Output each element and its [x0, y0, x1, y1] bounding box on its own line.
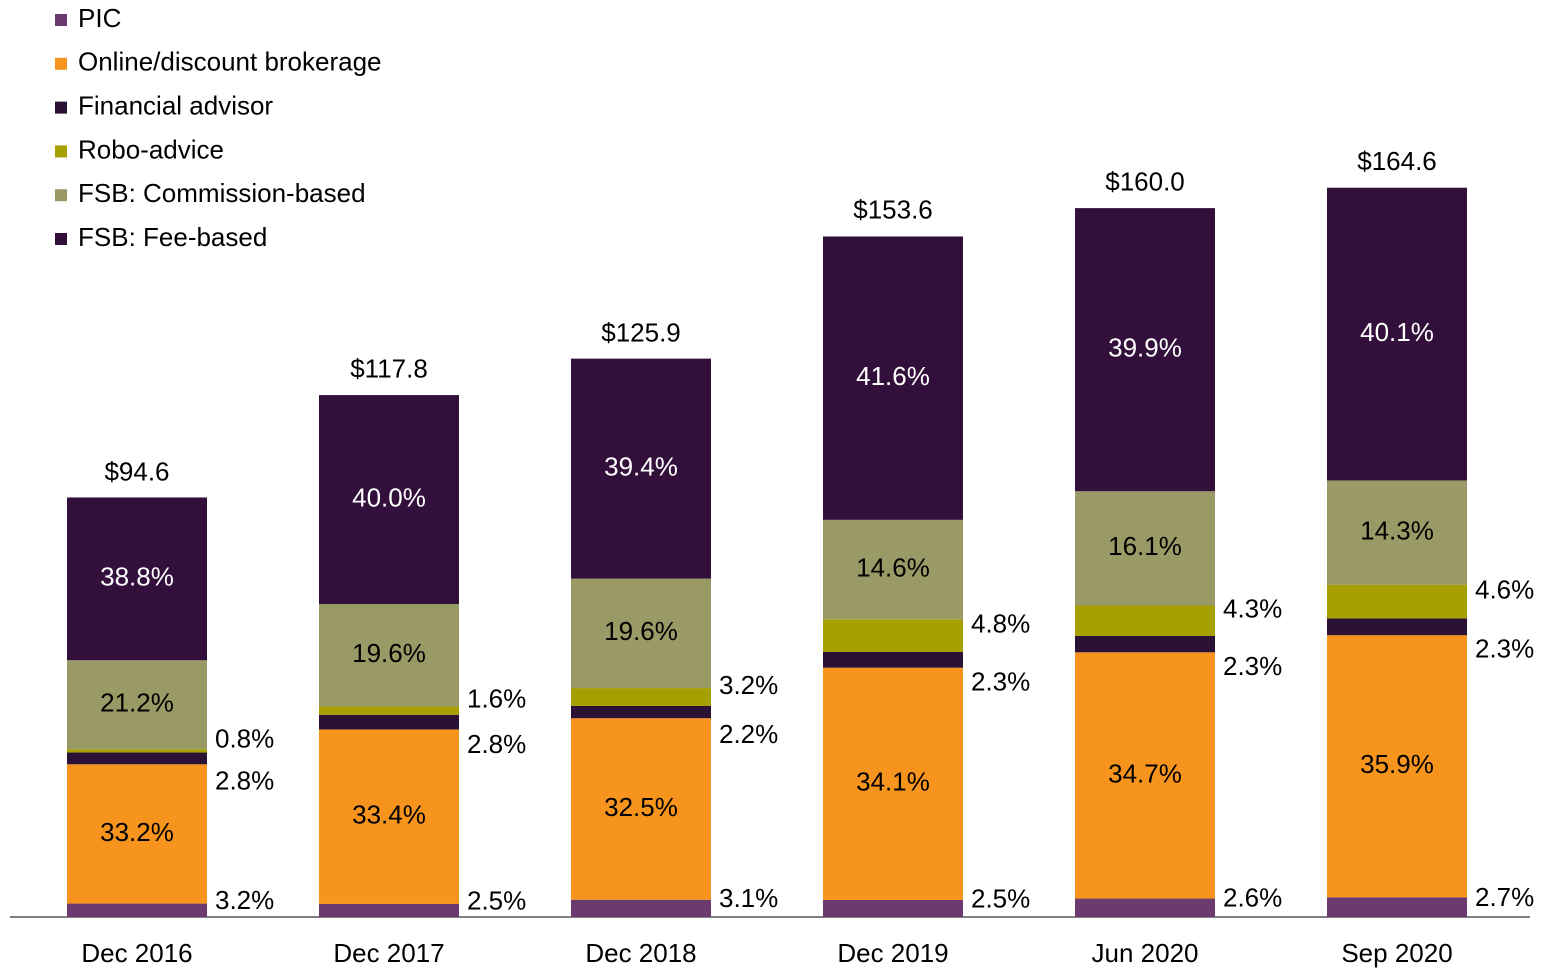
- x-tick-label: Jun 2020: [1092, 938, 1199, 968]
- bar-segment: [1327, 187, 1467, 481]
- bar-segment: [67, 497, 207, 661]
- segment-label: 34.1%: [856, 767, 930, 797]
- segment-label: 4.3%: [1223, 594, 1282, 624]
- legend-label: Robo-advice: [78, 134, 224, 164]
- segment-label: 39.4%: [604, 452, 678, 482]
- segment-label: 4.8%: [971, 609, 1030, 639]
- bar-segment: [571, 688, 711, 706]
- bar-segment: [67, 660, 207, 750]
- bar-segment: [67, 903, 207, 917]
- bar-segment: [1075, 208, 1215, 492]
- total-label: $94.6: [104, 456, 169, 486]
- bar-segment: [571, 899, 711, 917]
- segment-label: 34.7%: [1108, 758, 1182, 788]
- bar-segment: [1075, 605, 1215, 636]
- bar-segment: [823, 619, 963, 653]
- segment-label: 2.5%: [467, 885, 526, 915]
- bar-segment: [319, 714, 459, 730]
- segment-label: 2.2%: [719, 719, 778, 749]
- bar-segment: [571, 578, 711, 689]
- segment-label: 14.3%: [1360, 516, 1434, 546]
- bar-segment: [1327, 897, 1467, 917]
- segment-label: 2.8%: [467, 729, 526, 759]
- segment-label: 2.3%: [1223, 651, 1282, 681]
- bar-segment: [823, 667, 963, 900]
- bar-segment: [67, 749, 207, 753]
- segment-label: 2.5%: [971, 883, 1030, 913]
- bar-segment: [1075, 652, 1215, 899]
- segment-label: 19.6%: [604, 616, 678, 646]
- bar-segment: [1327, 618, 1467, 636]
- bar-segment: [67, 752, 207, 765]
- segment-label: 2.7%: [1475, 882, 1534, 912]
- segment-label: 14.6%: [856, 552, 930, 582]
- legend-label: FSB: Commission-based: [78, 178, 366, 208]
- segment-label: 3.2%: [719, 670, 778, 700]
- bar-segment: [319, 604, 459, 707]
- bar-segment: [823, 899, 963, 917]
- bar-segment: [1327, 584, 1467, 619]
- segment-label: 33.4%: [352, 800, 426, 830]
- legend-label: FSB: Fee-based: [78, 222, 267, 252]
- x-tick-label: Dec 2017: [333, 938, 444, 968]
- segment-label: 16.1%: [1108, 531, 1182, 561]
- bar-segment: [1075, 491, 1215, 606]
- segment-label: 1.6%: [467, 684, 526, 714]
- segment-label: 2.8%: [215, 765, 274, 795]
- x-tick-label: Dec 2016: [81, 938, 192, 968]
- total-label: $160.0: [1105, 166, 1185, 196]
- legend-swatch: [55, 57, 67, 70]
- segment-label: 40.1%: [1360, 317, 1434, 347]
- segment-label: 38.8%: [100, 562, 174, 592]
- bar-segment: [823, 236, 963, 520]
- segment-label: 3.1%: [719, 883, 778, 913]
- bar-segment: [1075, 635, 1215, 653]
- bar-segment: [319, 706, 459, 715]
- segment-label: 0.8%: [215, 724, 274, 754]
- segment-label: 32.5%: [604, 792, 678, 822]
- bar-segment: [67, 764, 207, 904]
- segment-label: 41.6%: [856, 361, 930, 391]
- segment-label: 39.9%: [1108, 333, 1182, 363]
- legend-swatch: [55, 101, 67, 114]
- x-tick-label: Sep 2020: [1341, 938, 1452, 968]
- bar-segment: [571, 705, 711, 719]
- legend-label: PIC: [78, 3, 121, 33]
- bar-segment: [319, 903, 459, 917]
- segment-label: 2.3%: [971, 667, 1030, 697]
- bar-segment: [571, 718, 711, 900]
- bar-segment: [1327, 480, 1467, 585]
- segment-label: 21.2%: [100, 688, 174, 718]
- segment-label: 4.6%: [1475, 575, 1534, 605]
- segment-label: 19.6%: [352, 638, 426, 668]
- segment-label: 2.3%: [1475, 634, 1534, 664]
- bar-segment: [823, 519, 963, 620]
- legend-swatch: [55, 14, 67, 26]
- x-tick-label: Dec 2018: [585, 938, 696, 968]
- total-label: $125.9: [601, 318, 681, 348]
- bar-segment: [319, 729, 459, 904]
- legend-swatch: [55, 145, 67, 158]
- bar-segment: [1075, 898, 1215, 917]
- segment-label: 40.0%: [352, 482, 426, 512]
- x-tick-label: Dec 2019: [837, 938, 948, 968]
- segment-label: 2.6%: [1223, 883, 1282, 913]
- total-label: $117.8: [350, 353, 428, 383]
- legend-label: Financial advisor: [78, 90, 273, 120]
- legend-label: Online/discount brokerage: [78, 47, 382, 77]
- legend-swatch: [55, 189, 67, 202]
- segment-label: 35.9%: [1360, 749, 1434, 779]
- bar-segment: [1327, 635, 1467, 898]
- bar-segment: [823, 652, 963, 668]
- bar-segment: [319, 395, 459, 605]
- bar-segment: [571, 358, 711, 579]
- segment-label: 33.2%: [100, 817, 174, 847]
- total-label: $164.6: [1357, 146, 1437, 176]
- total-label: $153.6: [853, 195, 933, 225]
- legend-swatch: [55, 233, 67, 245]
- segment-label: 3.2%: [215, 885, 274, 915]
